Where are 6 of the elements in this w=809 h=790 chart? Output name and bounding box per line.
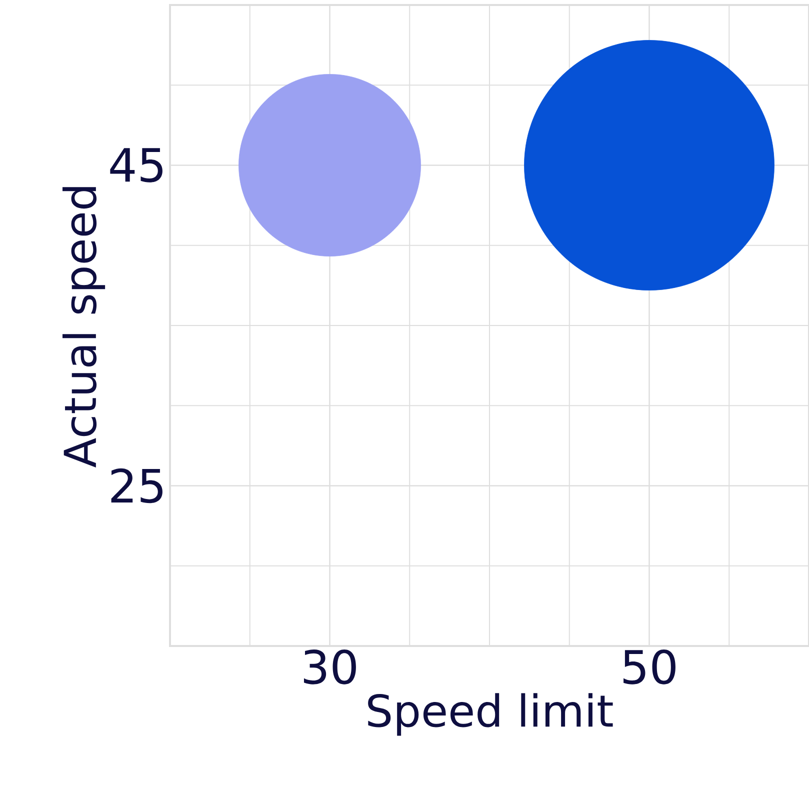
x-axis-title: Speed limit [368,693,613,736]
y-tick-label: 25 [111,468,162,504]
x-tick-label: 50 [624,650,676,684]
y-tick-label: 45 [110,148,162,182]
x-tick-label: 30 [304,650,356,684]
y-axis-title: Actual speed [62,187,106,468]
